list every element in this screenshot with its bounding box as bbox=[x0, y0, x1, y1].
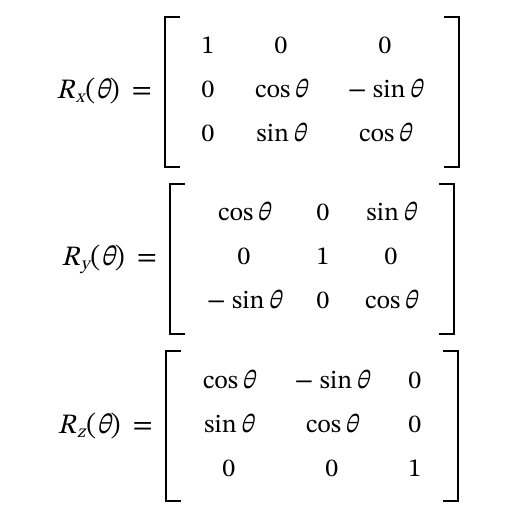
rparen: ) bbox=[110, 74, 120, 109]
theta-arg: θ bbox=[292, 119, 305, 152]
matrix-cell: 0 bbox=[232, 26, 330, 70]
theta-arg: θ bbox=[267, 286, 280, 319]
matrix-cell: 0 bbox=[277, 448, 387, 492]
matrix-cell: − sinθ bbox=[277, 360, 387, 404]
matrix: cosθ− sinθ0sinθcosθ0001 bbox=[165, 350, 459, 502]
matrix-cell: 0 bbox=[185, 448, 273, 492]
equation-x: Rx(θ)=1000cosθ− sinθ0sinθcosθ bbox=[56, 16, 460, 168]
lparen: ( bbox=[86, 409, 96, 444]
rparen: ) bbox=[110, 409, 120, 444]
equation-lhs: Rz(θ) bbox=[57, 409, 120, 444]
minus-sign: − bbox=[348, 75, 367, 108]
matrix-cell: sinθ bbox=[347, 193, 435, 237]
right-bracket bbox=[443, 350, 459, 502]
theta-arg: θ bbox=[256, 198, 269, 231]
matrix-body: cosθ− sinθ0sinθcosθ0001 bbox=[181, 350, 443, 502]
matrix-cell: cosθ bbox=[330, 114, 440, 158]
equation-y: Ry(θ)=cosθ0sinθ010− sinθ0cosθ bbox=[61, 183, 455, 335]
matrix-cell: cosθ bbox=[189, 193, 299, 237]
equation-lhs: Rx(θ) bbox=[56, 74, 119, 109]
left-bracket bbox=[165, 350, 181, 502]
matrix: 1000cosθ− sinθ0sinθcosθ bbox=[164, 16, 460, 168]
equals-sign: = bbox=[132, 74, 152, 109]
matrix-cell: 0 bbox=[184, 114, 232, 158]
sin-function: sin bbox=[204, 410, 237, 443]
matrix-cell: 0 bbox=[330, 26, 440, 70]
lparen: ( bbox=[90, 241, 100, 276]
subscript: y bbox=[81, 254, 90, 277]
sin-function: sin bbox=[373, 75, 406, 108]
matrix-cell: 0 bbox=[189, 237, 299, 281]
matrix: cosθ0sinθ010− sinθ0cosθ bbox=[169, 183, 455, 335]
subscript: x bbox=[76, 87, 85, 110]
sin-function: sin bbox=[320, 366, 353, 399]
theta-param: θ bbox=[100, 241, 114, 276]
matrix-cell: cosθ bbox=[185, 360, 273, 404]
matrix-cell: sinθ bbox=[232, 114, 330, 158]
theta-arg: θ bbox=[397, 119, 410, 152]
matrix-cell: 0 bbox=[299, 193, 347, 237]
sin-function: sin bbox=[256, 119, 289, 152]
left-bracket bbox=[169, 183, 185, 335]
matrix-cell: cosθ bbox=[232, 70, 330, 114]
theta-arg: θ bbox=[408, 75, 421, 108]
matrix-cell: sinθ bbox=[185, 404, 273, 448]
equals-sign: = bbox=[137, 241, 157, 276]
right-bracket bbox=[444, 16, 460, 168]
matrix-cell: 1 bbox=[299, 237, 347, 281]
theta-arg: θ bbox=[240, 410, 253, 443]
matrix-cell: 0 bbox=[299, 281, 347, 325]
rparen: ) bbox=[115, 241, 125, 276]
lparen: ( bbox=[85, 74, 95, 109]
rotation-matrices-document: Rx(θ)=1000cosθ− sinθ0sinθcosθRy(θ)=cosθ0… bbox=[0, 8, 516, 510]
matrix-cell: 0 bbox=[347, 237, 435, 281]
cos-function: cos bbox=[255, 75, 290, 108]
matrix-cell: 0 bbox=[184, 70, 232, 114]
theta-arg: θ bbox=[403, 286, 416, 319]
left-bracket bbox=[164, 16, 180, 168]
matrix-cell: 0 bbox=[391, 404, 439, 448]
matrix-cell: cosθ bbox=[277, 404, 387, 448]
minus-sign: − bbox=[295, 366, 314, 399]
symbol-R: R bbox=[57, 409, 75, 444]
matrix-cell: 1 bbox=[184, 26, 232, 70]
minus-sign: − bbox=[207, 286, 226, 319]
theta-arg: θ bbox=[241, 366, 254, 399]
matrix-cell: cosθ bbox=[347, 281, 435, 325]
equals-sign: = bbox=[132, 409, 152, 444]
theta-param: θ bbox=[95, 74, 109, 109]
equation-lhs: Ry(θ) bbox=[61, 241, 125, 276]
theta-arg: θ bbox=[344, 410, 357, 443]
matrix-body: cosθ0sinθ010− sinθ0cosθ bbox=[185, 183, 439, 335]
equation-z: Rz(θ)=cosθ− sinθ0sinθcosθ0001 bbox=[57, 350, 458, 502]
subscript: z bbox=[77, 422, 85, 445]
cos-function: cos bbox=[359, 119, 394, 152]
matrix-cell: 0 bbox=[391, 360, 439, 404]
sin-function: sin bbox=[232, 286, 265, 319]
cos-function: cos bbox=[365, 286, 400, 319]
symbol-R: R bbox=[61, 241, 79, 276]
matrix-cell: − sinθ bbox=[330, 70, 440, 114]
right-bracket bbox=[439, 183, 455, 335]
matrix-cell: − sinθ bbox=[189, 281, 299, 325]
theta-arg: θ bbox=[293, 75, 306, 108]
symbol-R: R bbox=[56, 74, 74, 109]
cos-function: cos bbox=[203, 366, 238, 399]
matrix-body: 1000cosθ− sinθ0sinθcosθ bbox=[180, 16, 444, 168]
theta-arg: θ bbox=[402, 198, 415, 231]
theta-arg: θ bbox=[355, 366, 368, 399]
cos-function: cos bbox=[306, 410, 341, 443]
matrix-cell: 1 bbox=[391, 448, 439, 492]
sin-function: sin bbox=[366, 198, 399, 231]
theta-param: θ bbox=[96, 409, 110, 444]
cos-function: cos bbox=[218, 198, 253, 231]
